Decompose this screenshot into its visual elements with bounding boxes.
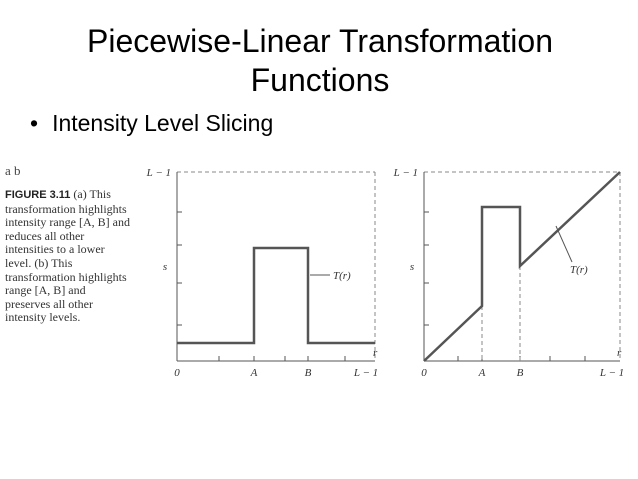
x-tick: 0 bbox=[174, 367, 180, 379]
x-tick: A bbox=[250, 367, 258, 379]
caption-label: FIGURE 3.11 bbox=[5, 189, 71, 201]
y-top: L − 1 bbox=[146, 167, 171, 179]
ticks bbox=[177, 211, 346, 361]
y-top: L − 1 bbox=[393, 167, 418, 179]
bullet-text: Intensity Level Slicing bbox=[52, 110, 274, 136]
x-tick: B bbox=[305, 367, 312, 379]
panel-labels: a b bbox=[5, 163, 21, 178]
plot-a: L − 1 s T(r) r 0 A B L − 1 bbox=[146, 167, 379, 379]
pointer bbox=[555, 225, 573, 263]
x-tick: L − 1 bbox=[353, 367, 378, 379]
caption-text: (a) This transformation highlights inten… bbox=[5, 187, 130, 325]
curve bbox=[423, 171, 621, 362]
bullet: • Intensity Level Slicing bbox=[30, 110, 274, 136]
curve bbox=[177, 246, 375, 345]
y-label: s bbox=[410, 261, 414, 273]
plot-b: L − 1 s T(r) r 0 A B L − 1 bbox=[393, 167, 625, 379]
x-tick: L − 1 bbox=[599, 367, 624, 379]
slide-title: Piecewise-Linear Transformation Function… bbox=[87, 23, 553, 98]
y-label: s bbox=[163, 261, 167, 273]
x-label: r bbox=[617, 347, 622, 359]
curve-label: T(r) bbox=[333, 270, 351, 282]
curve-label: T(r) bbox=[570, 264, 588, 276]
x-tick: A bbox=[478, 367, 486, 379]
x-tick: 0 bbox=[421, 367, 427, 379]
x-tick: B bbox=[517, 367, 524, 379]
caption: FIGURE 3.11 (a) This transformation high… bbox=[5, 187, 133, 325]
x-label: r bbox=[373, 347, 378, 359]
